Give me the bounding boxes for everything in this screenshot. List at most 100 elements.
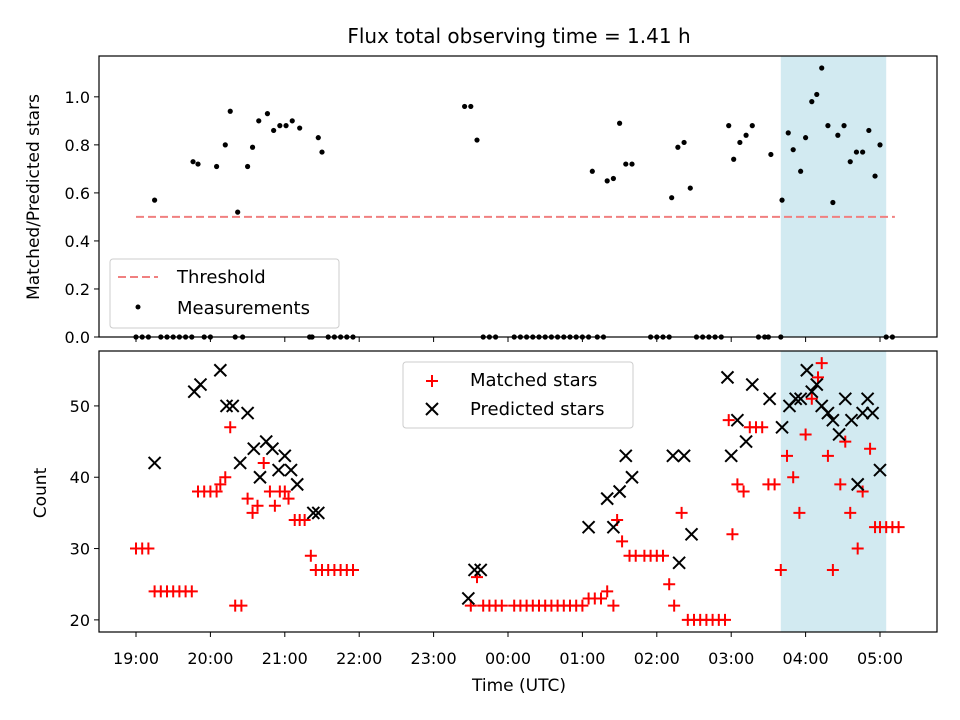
measurement-point — [785, 130, 791, 136]
predicted-star-point — [612, 484, 627, 499]
measurement-point — [803, 135, 809, 141]
ratio-panel-frame — [98, 55, 938, 338]
measurement-point — [737, 139, 743, 146]
measurement-point — [235, 209, 241, 215]
predicted-star-point — [805, 384, 819, 399]
measurement-point — [790, 147, 796, 153]
predicted-star-point — [800, 363, 814, 377]
predicted-star-point — [265, 442, 280, 456]
measurement-point — [604, 178, 610, 184]
predicted-star-point — [684, 527, 699, 541]
measurement-point — [669, 195, 675, 201]
predicted-star-point — [467, 563, 482, 577]
measurement-point — [474, 137, 480, 143]
matched-star-point — [268, 499, 281, 512]
count-y-axis-label: Count — [31, 467, 51, 518]
measurement-point — [610, 175, 617, 182]
threshold-legend-label: Threshold — [176, 267, 266, 288]
matched-star-point — [675, 506, 688, 519]
measurement-point — [681, 139, 687, 146]
measurement-point — [629, 161, 635, 167]
ratio-legend-box — [109, 258, 340, 329]
predicted-star-point — [762, 392, 777, 406]
predicted-star-point — [193, 377, 208, 392]
x-tick-label: 23:00 — [411, 649, 457, 668]
matched-star-point — [787, 471, 800, 484]
matched-star-point — [815, 357, 828, 370]
count-y-tick-label: 40 — [70, 468, 90, 487]
measurements-legend-label: Measurements — [177, 298, 310, 319]
predicted-star-point — [581, 520, 596, 534]
ratio-x-axis-ticks — [135, 337, 881, 342]
matched-star-point — [663, 578, 676, 591]
matched-star-point — [774, 563, 787, 576]
measurement-point — [283, 123, 289, 129]
predicted-star-point — [290, 477, 304, 492]
predicted-star-point — [147, 456, 162, 470]
measurement-point — [687, 185, 693, 191]
predicted-star-point — [600, 491, 614, 506]
ratio-y-tick-label: 0.4 — [65, 232, 90, 251]
measurement-point — [675, 144, 681, 150]
predicted-star-point — [253, 470, 267, 484]
measurement-point — [289, 118, 295, 124]
predicted-star-point — [666, 449, 680, 463]
x-tick-label: 05:00 — [857, 649, 903, 668]
count-x-axis-ticks: 19:00 20:00 21:00 22:00 23:00 00:00 01:00 02:00… — [113, 632, 903, 668]
predicted-star-point — [677, 449, 691, 463]
matched-star-point — [214, 478, 227, 491]
x-tick-label: 01:00 — [559, 649, 605, 668]
observing-window-span-bottom — [780, 351, 887, 632]
matched-star-point — [241, 492, 254, 505]
count-legend: Matched stars Predicted stars — [402, 361, 634, 429]
measurement-point — [190, 159, 196, 165]
predicted-star-point — [745, 377, 759, 392]
x-tick-label: 02:00 — [634, 649, 680, 668]
predicted-star-point — [844, 413, 859, 427]
matched-star-point — [856, 485, 869, 498]
measurement-point — [271, 127, 277, 134]
measurement-point — [731, 156, 737, 162]
matched-star-point — [826, 563, 839, 576]
predicted-star-point — [619, 449, 633, 463]
measurement-point — [847, 159, 853, 165]
matched-star-point — [756, 421, 769, 434]
measurement-point — [227, 108, 233, 114]
matched-star-point — [864, 442, 877, 455]
predicted-star-point — [810, 377, 824, 392]
x-tick-label: 21:00 — [262, 649, 308, 668]
measurement-point — [860, 149, 866, 155]
measurement-point — [726, 123, 732, 129]
x-tick-label: 19:00 — [113, 649, 159, 668]
predicted-star-point — [720, 370, 735, 385]
predicted-star-point — [271, 463, 286, 477]
predicted-star-point — [247, 442, 261, 456]
matched-star-point — [298, 514, 311, 527]
measurement-point — [853, 149, 860, 155]
predicted-star-point — [850, 477, 865, 492]
observing-window-span-top — [780, 56, 887, 337]
x-tick-label: 00:00 — [485, 649, 531, 668]
matched-star-point — [576, 599, 589, 612]
measurement-point — [214, 163, 220, 170]
predicted-star-point — [775, 420, 789, 435]
matched-star-point — [812, 371, 824, 384]
x-tick-label: 03:00 — [708, 649, 754, 668]
measurement-point — [468, 103, 474, 110]
matched-star-point — [219, 471, 232, 484]
count-panel-frame — [98, 350, 938, 633]
predicted-star-point — [311, 506, 325, 520]
matched-star-point — [799, 428, 812, 441]
matched-star-point — [607, 599, 620, 612]
measurement-point — [825, 123, 831, 129]
matched-star-point — [235, 599, 248, 612]
matched-star-point — [821, 449, 834, 462]
measurement-point — [841, 123, 847, 129]
predicted-stars-points — [147, 363, 887, 606]
predicted-legend-label: Predicted stars — [470, 399, 604, 420]
count-y-tick-label: 30 — [70, 540, 90, 559]
matched-star-point — [722, 414, 735, 427]
predicted-star-point — [306, 506, 321, 520]
count-panel: 20 30 40 50 19:00 20:00 21:00 22:00 23:00 00:00 0… — [31, 350, 938, 668]
